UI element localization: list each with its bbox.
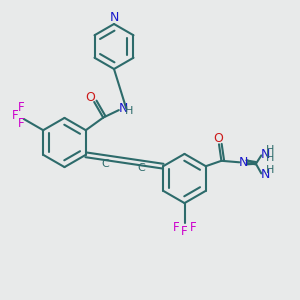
Text: N: N (109, 11, 119, 24)
Text: O: O (85, 91, 95, 104)
Text: N: N (118, 102, 128, 115)
Text: O: O (214, 132, 223, 146)
Text: F: F (17, 101, 24, 114)
Text: N: N (260, 148, 270, 161)
Text: F: F (173, 220, 179, 234)
Text: H: H (266, 153, 274, 164)
Text: F: F (181, 225, 188, 238)
Text: C: C (101, 159, 109, 169)
Text: C: C (138, 163, 146, 173)
Text: F: F (17, 117, 24, 130)
Text: F: F (12, 109, 19, 122)
Text: H: H (124, 106, 133, 116)
Text: H: H (266, 145, 274, 155)
Text: N: N (238, 156, 248, 169)
Text: N: N (260, 168, 270, 181)
Text: F: F (190, 220, 196, 234)
Text: H: H (266, 165, 274, 175)
